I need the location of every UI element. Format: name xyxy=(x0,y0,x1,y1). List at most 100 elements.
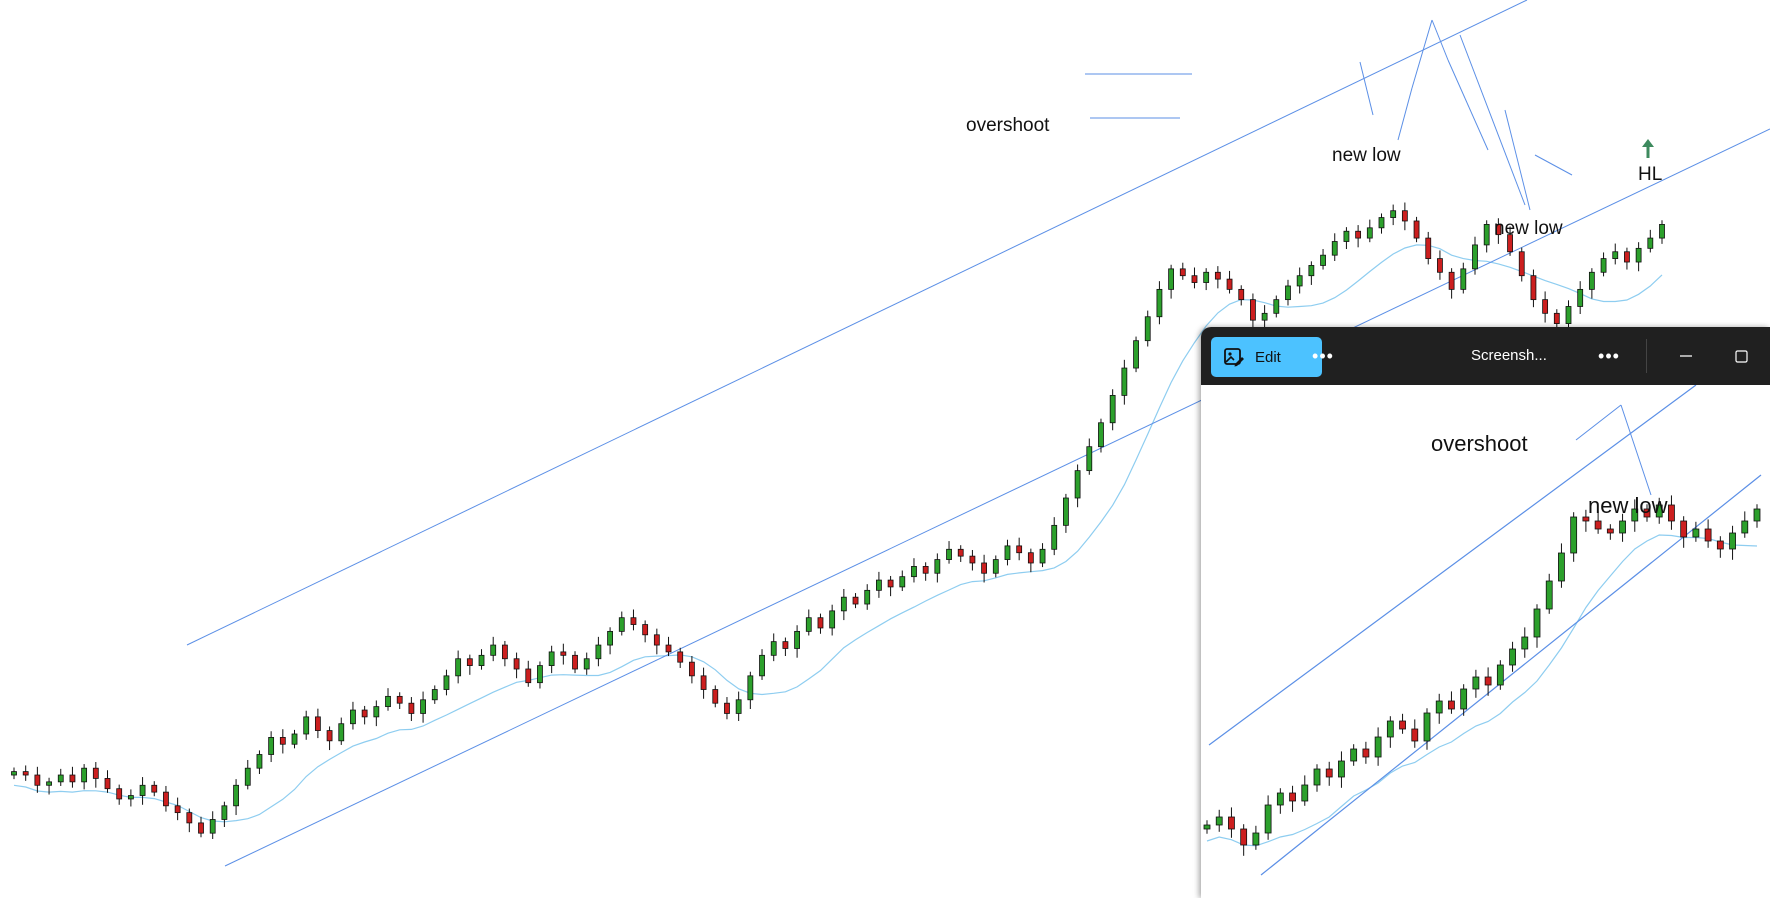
main-candle xyxy=(1518,247,1525,282)
main-candle xyxy=(163,785,169,812)
main-candle xyxy=(817,613,824,634)
main-candle xyxy=(338,717,345,745)
main-candle xyxy=(1635,242,1642,272)
main-candle xyxy=(104,770,111,793)
main-candle xyxy=(735,691,742,721)
main-candle xyxy=(1214,266,1221,289)
main-candle xyxy=(1343,227,1350,250)
main-candle xyxy=(443,669,450,696)
main-candle xyxy=(1659,220,1665,244)
main-candle xyxy=(466,654,473,675)
main-candle xyxy=(1226,270,1233,294)
main-candle xyxy=(1121,359,1128,405)
main-candle xyxy=(92,762,99,788)
main-candle xyxy=(1016,537,1023,561)
viewer-candle xyxy=(1496,660,1504,690)
more-options-icon: ••• xyxy=(1312,345,1334,366)
viewer-candle xyxy=(1460,684,1468,716)
main-candle xyxy=(1495,218,1502,244)
main-candle xyxy=(537,661,543,689)
main-candle xyxy=(1086,438,1093,475)
viewer-candle xyxy=(1386,716,1394,748)
main-candle xyxy=(350,701,356,730)
viewer-candle xyxy=(1350,744,1358,766)
main-candle xyxy=(1179,262,1186,280)
main-candle xyxy=(11,767,17,780)
main-candle xyxy=(1425,231,1432,265)
main-candle xyxy=(501,640,508,667)
main-candle xyxy=(805,609,812,636)
viewer-annotation-new-low: new low xyxy=(1588,493,1668,518)
trend-line-5 xyxy=(1447,59,1489,151)
main-candle xyxy=(361,705,368,725)
main-candle xyxy=(513,652,520,679)
annotation-hl: HL xyxy=(1638,164,1662,185)
main-candle xyxy=(1588,268,1595,299)
viewer-candle xyxy=(1325,761,1333,786)
trend-line-6 xyxy=(1459,34,1526,206)
main-candle xyxy=(174,797,181,821)
viewer-candle xyxy=(1423,708,1431,750)
main-candle xyxy=(1296,267,1303,294)
viewer-candle xyxy=(1643,504,1651,522)
main-candle xyxy=(700,667,707,699)
viewer-candle xyxy=(1399,713,1406,734)
main-candle xyxy=(630,609,637,631)
main-candle xyxy=(151,781,158,797)
viewer-titlebar: Edit ••• Screensh... ••• xyxy=(1201,327,1770,385)
viewer-candle xyxy=(1680,516,1688,548)
main-candle xyxy=(385,688,391,711)
main-candle xyxy=(69,766,76,788)
main-candle xyxy=(548,645,555,674)
main-candle xyxy=(256,750,263,774)
main-candle xyxy=(770,633,777,662)
trend-line-2 xyxy=(1397,87,1413,141)
title-more-button[interactable]: ••• xyxy=(1591,341,1627,371)
main-candle xyxy=(139,777,146,805)
viewer-candle xyxy=(1374,727,1382,766)
main-candle xyxy=(712,685,719,708)
main-candle xyxy=(829,604,836,636)
viewer-candle xyxy=(1606,524,1614,540)
main-candle xyxy=(992,555,999,578)
main-candle xyxy=(57,768,64,786)
minimize-button[interactable] xyxy=(1666,339,1706,373)
main-candle xyxy=(922,562,929,581)
viewer-candle xyxy=(1338,751,1345,788)
hl-arrow-icon xyxy=(1642,139,1654,158)
main-candle xyxy=(1448,268,1455,299)
main-candle xyxy=(1624,247,1630,270)
main-candle xyxy=(1378,213,1385,234)
edit-button-label: Edit xyxy=(1255,348,1281,366)
main-candle xyxy=(969,549,976,571)
main-candle xyxy=(957,545,964,562)
maximize-button[interactable] xyxy=(1721,339,1761,373)
viewer-candle xyxy=(1301,775,1309,806)
main-candle xyxy=(1647,229,1654,253)
trend-line-7 xyxy=(1504,109,1531,211)
main-candle xyxy=(1530,269,1537,308)
main-candle xyxy=(1437,250,1443,280)
main-candle xyxy=(279,729,286,754)
main-candle xyxy=(782,637,789,657)
main-candle xyxy=(1203,268,1210,291)
main-candle xyxy=(642,620,649,643)
titlebar-divider xyxy=(1646,339,1647,373)
main-candle xyxy=(677,647,684,668)
more-options-button[interactable]: ••• xyxy=(1305,341,1341,371)
annotation-new-low-1: new low xyxy=(1332,145,1401,166)
edit-button[interactable]: Edit xyxy=(1211,337,1322,377)
main-candle xyxy=(420,691,426,723)
viewer-trend-line-1 xyxy=(1575,404,1622,441)
main-candle xyxy=(1320,249,1326,270)
maximize-icon xyxy=(1735,350,1748,363)
main-candle xyxy=(478,649,485,670)
main-candle xyxy=(911,558,917,583)
viewer-candle xyxy=(1472,669,1480,698)
main-candle xyxy=(1051,517,1058,556)
main-candle xyxy=(840,588,847,621)
main-candle xyxy=(1250,293,1256,328)
viewer-candle xyxy=(1362,741,1370,764)
main-candle xyxy=(1390,204,1397,226)
